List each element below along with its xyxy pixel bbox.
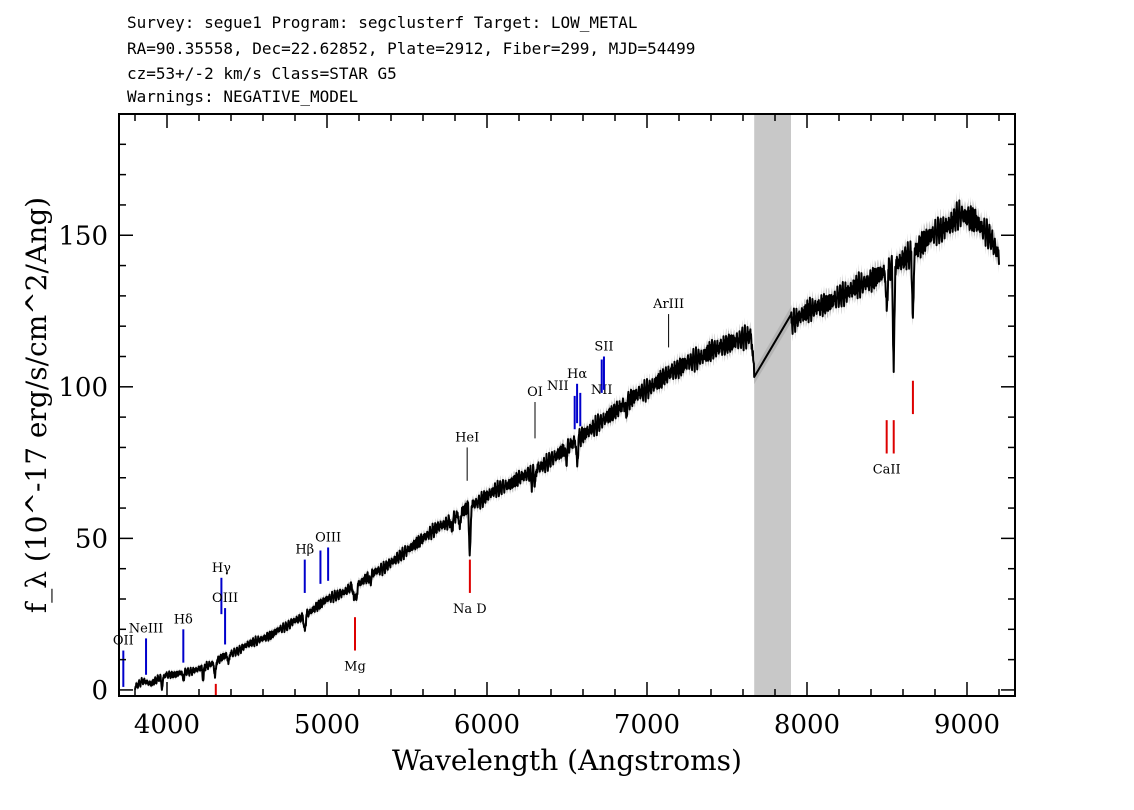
axis-ticks: 4000 5000 6000 7000 8000 9000 0 50 100 150 <box>58 114 1015 740</box>
header-redshift-line: cz=53+/-2 km/s Class=STAR G5 <box>127 64 397 83</box>
line-label-hei: HeI <box>455 430 479 445</box>
line-label-nii: NII <box>591 383 613 398</box>
line-label-sii: SII <box>594 340 613 355</box>
header-survey-line: Survey: segue1 Program: segclusterf Targ… <box>127 13 638 32</box>
spectrum-line <box>134 199 1000 691</box>
line-label-na-d: Na D <box>453 602 487 617</box>
line-label-ariii: ArIII <box>652 297 684 312</box>
y-tick-label: 150 <box>58 221 108 251</box>
x-tick-label: 5000 <box>294 710 360 740</box>
line-label-hγ: Hγ <box>212 561 231 576</box>
line-label-oiii: OIII <box>315 530 341 545</box>
line-label-hα: Hα <box>567 367 587 382</box>
line-label-hδ: Hδ <box>174 612 193 627</box>
x-tick-label: 8000 <box>774 710 840 740</box>
line-label-nii: NII <box>547 379 569 394</box>
y-tick-label: 0 <box>91 676 108 706</box>
x-tick-label: 9000 <box>934 710 1000 740</box>
plot-frame <box>118 113 1016 697</box>
y-tick-label: 50 <box>75 524 108 554</box>
line-label-oi: OI <box>527 385 543 400</box>
x-tick-label: 7000 <box>614 710 680 740</box>
y-axis-label: f_λ (10^-17 erg/s/cm^2/Ang) <box>20 197 53 613</box>
line-label-oiii: OIII <box>212 591 238 606</box>
header-warnings-line: Warnings: NEGATIVE_MODEL <box>127 87 358 106</box>
line-label-mg: Mg <box>344 660 366 675</box>
y-tick-label: 100 <box>58 373 108 403</box>
line-label-hβ: Hβ <box>295 543 314 558</box>
line-label-neiii: NeIII <box>129 621 163 636</box>
header-coordinates-line: RA=90.35558, Dec=22.62852, Plate=2912, F… <box>127 39 695 58</box>
x-axis-label: Wavelength (Angstroms) <box>392 744 742 777</box>
x-tick-label: 4000 <box>134 710 200 740</box>
masked-region <box>754 114 791 696</box>
x-tick-label: 6000 <box>454 710 520 740</box>
line-label-caii: CaII <box>873 463 901 478</box>
